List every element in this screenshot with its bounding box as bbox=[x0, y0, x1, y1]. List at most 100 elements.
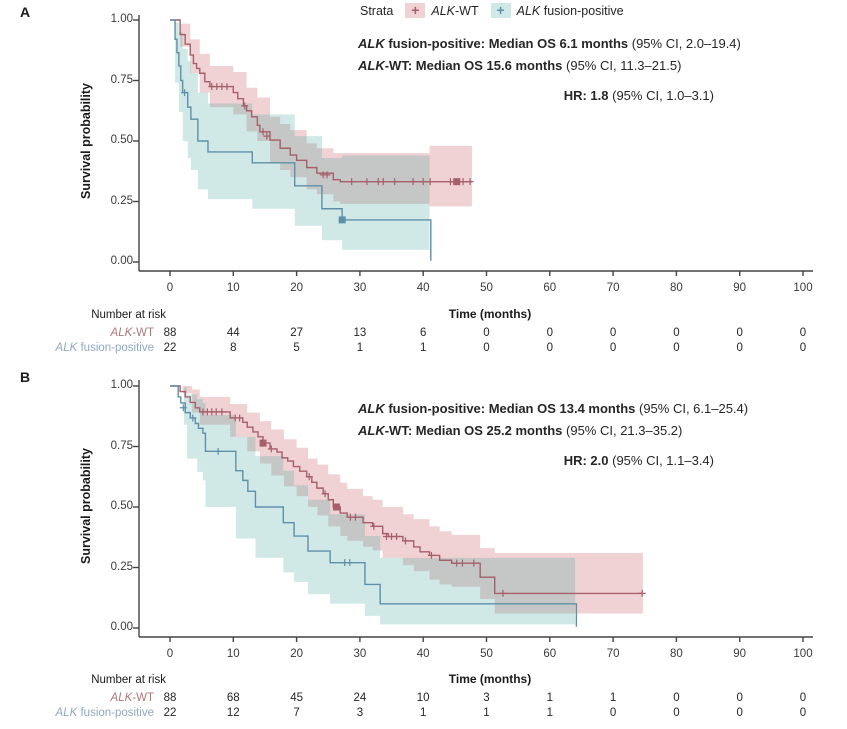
x-tick-label: 40 bbox=[416, 648, 430, 660]
alk-fusion-censor-marks bbox=[181, 89, 189, 97]
legend-title: Strata bbox=[360, 3, 394, 18]
x-tick-label: 100 bbox=[793, 282, 813, 294]
alk-wt-censor-marks bbox=[199, 408, 646, 597]
risk-count: 0 bbox=[609, 342, 617, 354]
risk-count: 6 bbox=[419, 327, 427, 339]
y-tick-label: 1.00 bbox=[110, 379, 133, 391]
risk-count: 0 bbox=[799, 692, 807, 704]
median-os-fusion: ALK fusion-positive: Median OS 6.1 month… bbox=[358, 36, 741, 51]
risk-count: 24 bbox=[353, 692, 367, 704]
y-tick-label: 0.00 bbox=[110, 621, 133, 633]
alk-wt-censor-marks bbox=[208, 83, 474, 186]
risk-count: 0 bbox=[799, 327, 807, 339]
y-tick-label: 0.00 bbox=[110, 255, 133, 267]
y-tick-label: 1.00 bbox=[110, 13, 133, 25]
risk-row-label-alk-fusion: ALK fusion-positive bbox=[55, 342, 154, 354]
risk-count: 0 bbox=[609, 707, 617, 719]
x-axis-title: Time (months) bbox=[448, 307, 532, 321]
median-os-wt: ALK-WT: Median OS 25.2 months (95% CI, 2… bbox=[358, 423, 683, 438]
risk-count: 0 bbox=[483, 342, 490, 354]
censor-square-mark bbox=[453, 178, 461, 186]
x-tick-label: 60 bbox=[543, 282, 557, 294]
censor-square-mark bbox=[332, 503, 340, 511]
risk-count: 1 bbox=[419, 342, 427, 354]
alk-fusion-plus-icon: + bbox=[490, 3, 511, 18]
x-tick-label: 0 bbox=[166, 648, 174, 660]
risk-count: 1 bbox=[546, 707, 553, 719]
risk-count: 0 bbox=[799, 707, 807, 719]
panel-b-label: B bbox=[20, 369, 31, 385]
risk-count: 88 bbox=[163, 692, 177, 704]
risk-count: 68 bbox=[226, 692, 240, 704]
x-tick-label: 10 bbox=[226, 648, 240, 660]
number-at-risk-label: Number at risk bbox=[91, 674, 166, 686]
y-tick-label: 0.50 bbox=[110, 134, 133, 146]
risk-count: 0 bbox=[546, 327, 553, 339]
x-tick-label: 50 bbox=[480, 648, 493, 660]
x-tick-label: 60 bbox=[543, 648, 557, 660]
x-tick-label: 80 bbox=[669, 282, 683, 294]
risk-count: 88 bbox=[163, 327, 177, 339]
x-tick-label: 90 bbox=[733, 282, 747, 294]
x-tick-label: 80 bbox=[669, 648, 683, 660]
risk-count: 27 bbox=[290, 327, 303, 339]
x-tick-label: 0 bbox=[166, 282, 174, 294]
risk-count: 0 bbox=[609, 327, 617, 339]
y-tick-label: 0.75 bbox=[110, 73, 133, 86]
alk-wt-ci-band bbox=[170, 20, 472, 207]
alk-wt-ci-band bbox=[170, 386, 643, 621]
panel-a-label: A bbox=[20, 4, 31, 20]
y-axis-title: Survival probability bbox=[79, 82, 93, 200]
strata-legend: Strata + ALK-WT + ALK fusion-positive bbox=[360, 3, 624, 18]
alk-fusion-ci-band bbox=[170, 20, 430, 250]
risk-count: 22 bbox=[163, 707, 177, 719]
risk-row-label-alk-wt: ALK-WT bbox=[110, 692, 154, 704]
risk-count: 12 bbox=[226, 707, 240, 719]
risk-count: 1 bbox=[419, 707, 427, 719]
y-tick-label: 0.50 bbox=[110, 500, 133, 512]
risk-count: 44 bbox=[226, 327, 240, 339]
x-tick-label: 100 bbox=[793, 648, 813, 660]
risk-count: 0 bbox=[483, 327, 490, 339]
risk-count: 13 bbox=[353, 327, 367, 339]
risk-count: 8 bbox=[230, 342, 237, 354]
risk-count: 1 bbox=[483, 707, 490, 719]
risk-count: 0 bbox=[799, 342, 807, 354]
x-tick-label: 90 bbox=[733, 648, 747, 660]
hazard-ratio: HR: 2.0 (95% CI, 1.1–3.4) bbox=[563, 453, 714, 468]
risk-count: 10 bbox=[416, 692, 430, 704]
median-os-fusion: ALK fusion-positive: Median OS 13.4 mont… bbox=[358, 401, 749, 416]
risk-count: 22 bbox=[163, 342, 177, 354]
legend-item-label: ALK-WT bbox=[431, 3, 479, 18]
y-axis-title: Survival probability bbox=[79, 447, 93, 565]
risk-count: 0 bbox=[673, 342, 680, 354]
x-tick-label: 10 bbox=[226, 282, 240, 294]
x-tick-label: 50 bbox=[480, 282, 493, 294]
risk-count: 0 bbox=[736, 692, 743, 704]
x-axis-title: Time (months) bbox=[448, 672, 532, 686]
km-plot-b bbox=[133, 380, 813, 642]
censor-square-mark bbox=[259, 439, 267, 447]
risk-row-label-alk-wt: ALK-WT bbox=[110, 327, 154, 339]
risk-count: 3 bbox=[483, 692, 490, 704]
risk-count: 0 bbox=[673, 327, 680, 339]
x-tick-label: 70 bbox=[606, 282, 620, 294]
alk-fusion-censor-marks bbox=[179, 404, 354, 567]
median-os-wt: ALK-WT: Median OS 15.6 months (95% CI, 1… bbox=[358, 58, 682, 73]
legend-item-alk-fusion: + ALK fusion-positive bbox=[490, 3, 624, 18]
y-tick-label: 0.25 bbox=[110, 194, 133, 207]
x-tick-label: 70 bbox=[606, 648, 620, 660]
risk-count: 0 bbox=[546, 342, 553, 354]
risk-count: 1 bbox=[546, 692, 553, 704]
risk-row-label-alk-fusion: ALK fusion-positive bbox=[55, 707, 154, 719]
x-tick-label: 30 bbox=[353, 282, 367, 294]
risk-count: 0 bbox=[736, 707, 743, 719]
risk-count: 5 bbox=[293, 342, 300, 354]
y-tick-label: 0.25 bbox=[110, 560, 133, 573]
risk-count: 3 bbox=[356, 707, 364, 719]
hazard-ratio: HR: 1.8 (95% CI, 1.0–3.1) bbox=[563, 88, 714, 103]
censor-square-mark bbox=[338, 216, 346, 224]
x-tick-label: 20 bbox=[290, 648, 303, 660]
risk-count: 7 bbox=[293, 707, 300, 719]
